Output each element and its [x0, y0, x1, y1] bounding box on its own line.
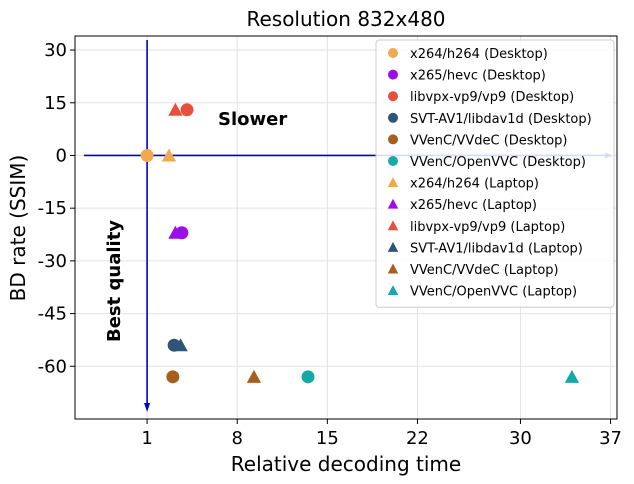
legend-marker — [388, 91, 398, 102]
y-tick-label: -30 — [38, 251, 67, 272]
point-triangle — [161, 148, 177, 162]
legend-label: VVenC/VVdeC (Laptop) — [410, 263, 559, 278]
legend-marker — [387, 177, 399, 188]
y-tick-label: 30 — [44, 40, 67, 61]
y-tick-label: 15 — [44, 93, 67, 114]
legend-marker — [388, 112, 398, 123]
x-tick-label: 15 — [316, 428, 339, 449]
annotation-slower: Slower — [218, 109, 287, 130]
y-axis-title: BD rate (SSIM) — [6, 155, 30, 302]
legend-marker — [388, 48, 398, 58]
legend-marker — [388, 156, 398, 166]
legend-label: x265/hevc (Desktop) — [410, 69, 546, 84]
legend-marker — [387, 220, 399, 231]
x-axis-title: Relative decoding time — [231, 452, 461, 476]
point-circle — [166, 370, 180, 384]
legend-marker — [388, 69, 398, 80]
y-tick-label: 0 — [56, 145, 67, 166]
annotations: Slower Best quality — [104, 109, 287, 342]
chart-title: Resolution 832x480 — [246, 7, 445, 31]
y-tick-label: -45 — [38, 304, 67, 325]
legend-label: x265/hevc (Laptop) — [410, 198, 537, 213]
x-tick-label: 1 — [141, 428, 152, 449]
legend-marker — [387, 241, 399, 252]
legend-marker — [387, 198, 399, 209]
legend-label: libvpx-vp9/vp9 (Laptop) — [410, 220, 565, 235]
x-tick-label: 30 — [509, 428, 532, 449]
legend-marker — [387, 263, 399, 274]
legend-label: VVenC/OpenVVC (Desktop) — [410, 155, 586, 170]
plot-frame — [74, 35, 618, 420]
legend-label: SVT-AV1/libdav1d (Desktop) — [410, 112, 592, 127]
axis-ticks: 1 8 15 22 30 37 30 15 0 -15 -30 -45 -60 — [38, 40, 622, 449]
x-tick-label: 22 — [406, 428, 429, 449]
point-circle — [180, 103, 194, 117]
y-tick-label: -15 — [38, 198, 67, 219]
data-points — [140, 102, 580, 384]
legend-label: VVenC/OpenVVC (Laptop) — [410, 285, 577, 300]
vertical-arrow-head — [144, 403, 151, 412]
point-triangle — [173, 338, 188, 352]
x-tick-label: 37 — [599, 428, 622, 449]
point-circle — [140, 148, 154, 162]
point-triangle — [564, 369, 580, 383]
point-triangle — [246, 369, 262, 383]
annotation-best-quality: Best quality — [104, 220, 125, 342]
legend-marker — [388, 134, 398, 145]
legend-box — [375, 39, 615, 308]
x-tick-label: 8 — [231, 428, 242, 449]
legend: x264/h264 (Desktop) x265/hevc (Desktop) li… — [375, 39, 615, 308]
legend-label: x264/h264 (Laptop) — [410, 177, 539, 192]
legend-label: x264/h264 (Desktop) — [410, 47, 548, 62]
point-triangle — [168, 102, 183, 116]
legend-marker — [387, 285, 399, 296]
y-tick-label: -60 — [38, 356, 67, 377]
legend-label: libvpx-vp9/vp9 (Desktop) — [410, 90, 574, 105]
point-triangle — [168, 225, 183, 239]
legend-label: VVenC/VVdeC (Desktop) — [410, 133, 567, 148]
point-circle — [301, 370, 315, 384]
legend-label: SVT-AV1/libdav1d (Laptop) — [410, 241, 583, 256]
